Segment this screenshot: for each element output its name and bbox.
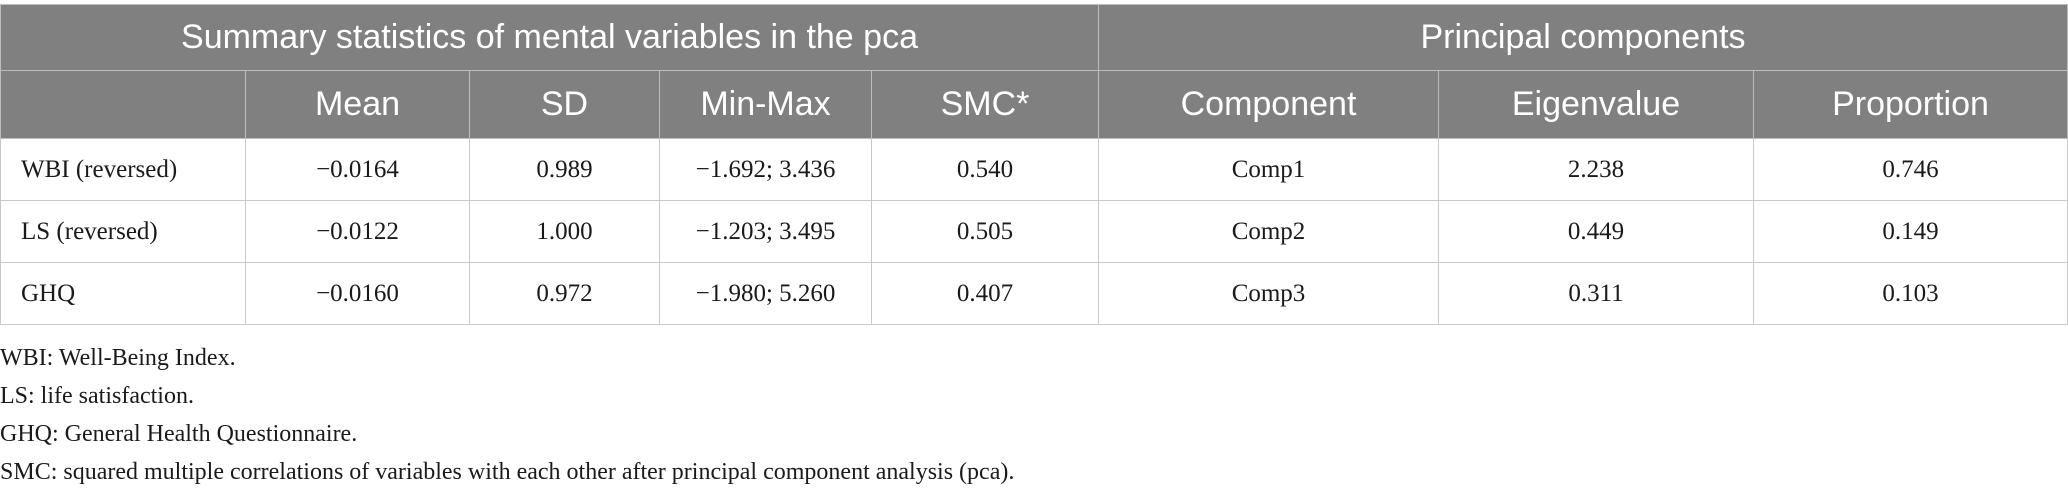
group-header-principal-components: Principal components bbox=[1098, 4, 2068, 71]
group-header-row: Summary statistics of mental variables i… bbox=[0, 4, 2068, 71]
table-footnotes: WBI: Well-Being Index. LS: life satisfac… bbox=[0, 339, 1014, 491]
table-row: GHQ −0.0160 0.972 −1.980; 5.260 0.407 Co… bbox=[0, 262, 2068, 325]
mean-cell: −0.0164 bbox=[245, 138, 470, 201]
sd-cell: 1.000 bbox=[469, 200, 660, 263]
row-label: LS (reversed) bbox=[0, 200, 246, 263]
eigenvalue-cell: 2.238 bbox=[1438, 138, 1754, 201]
proportion-cell: 0.149 bbox=[1753, 200, 2068, 263]
footnote-ls: LS: life satisfaction. bbox=[0, 383, 194, 409]
component-cell: Comp2 bbox=[1098, 200, 1439, 263]
component-cell: Comp1 bbox=[1098, 138, 1439, 201]
column-header-sd: SD bbox=[469, 70, 660, 139]
group-header-summary-statistics: Summary statistics of mental variables i… bbox=[0, 4, 1099, 71]
table-row: WBI (reversed) −0.0164 0.989 −1.692; 3.4… bbox=[0, 138, 2068, 201]
footnote-smc: SMC: squared multiple correlations of va… bbox=[0, 459, 1015, 485]
row-label: WBI (reversed) bbox=[0, 138, 246, 201]
proportion-cell: 0.746 bbox=[1753, 138, 2068, 201]
footnote-ghq: GHQ: General Health Questionnaire. bbox=[0, 421, 358, 447]
column-header-smc: SMC* bbox=[871, 70, 1099, 139]
row-label: GHQ bbox=[0, 262, 246, 325]
column-header-component: Component bbox=[1098, 70, 1439, 139]
column-header-row: Mean SD Min-Max SMC* Component Eigenvalu… bbox=[0, 70, 2068, 139]
table-row: LS (reversed) −0.0122 1.000 −1.203; 3.49… bbox=[0, 200, 2068, 263]
mean-cell: −0.0122 bbox=[245, 200, 470, 263]
column-header-variable bbox=[0, 70, 246, 139]
column-header-mean: Mean bbox=[245, 70, 470, 139]
column-header-eigenvalue: Eigenvalue bbox=[1438, 70, 1754, 139]
sd-cell: 0.989 bbox=[469, 138, 660, 201]
summary-table: Summary statistics of mental variables i… bbox=[0, 4, 2068, 325]
component-cell: Comp3 bbox=[1098, 262, 1439, 325]
column-header-min-max: Min-Max bbox=[659, 70, 872, 139]
min-max-cell: −1.692; 3.436 bbox=[659, 138, 872, 201]
smc-cell: 0.505 bbox=[871, 200, 1099, 263]
min-max-cell: −1.203; 3.495 bbox=[659, 200, 872, 263]
eigenvalue-cell: 0.311 bbox=[1438, 262, 1754, 325]
smc-cell: 0.407 bbox=[871, 262, 1099, 325]
eigenvalue-cell: 0.449 bbox=[1438, 200, 1754, 263]
mean-cell: −0.0160 bbox=[245, 262, 470, 325]
smc-cell: 0.540 bbox=[871, 138, 1099, 201]
sd-cell: 0.972 bbox=[469, 262, 660, 325]
column-header-proportion: Proportion bbox=[1753, 70, 2068, 139]
footnote-wbi: WBI: Well-Being Index. bbox=[0, 345, 236, 371]
proportion-cell: 0.103 bbox=[1753, 262, 2068, 325]
min-max-cell: −1.980; 5.260 bbox=[659, 262, 872, 325]
